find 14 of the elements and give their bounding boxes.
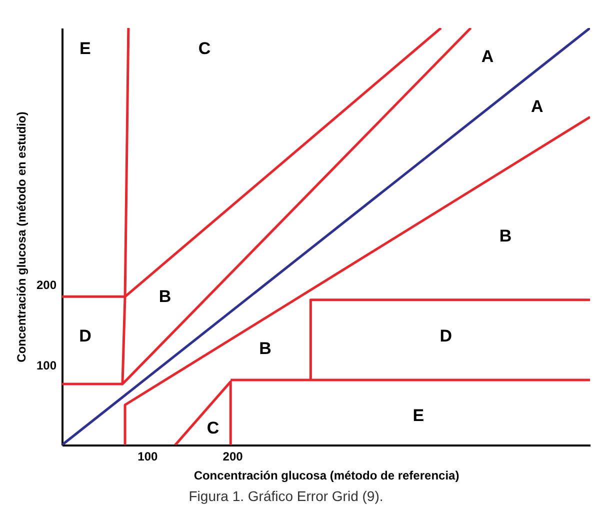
annotation: A [481,47,494,66]
annotation: E [80,38,91,58]
x-axis-title: Concentración glucosa (método de referencia) [194,468,460,482]
text: Figura 1. Gráfico Error Grid (9). [188,488,384,504]
y-axis-title: Concentración glucosa (método en estudio) [14,112,28,362]
annotation: A [531,97,544,116]
annotation: C [198,38,211,58]
annotation: D [79,326,92,346]
annotation: B [158,286,172,306]
annotation: E [412,406,424,425]
annotation: B [499,226,512,246]
annotation: D [440,326,452,346]
annotation: C [206,418,220,438]
annotation: B [259,339,272,358]
